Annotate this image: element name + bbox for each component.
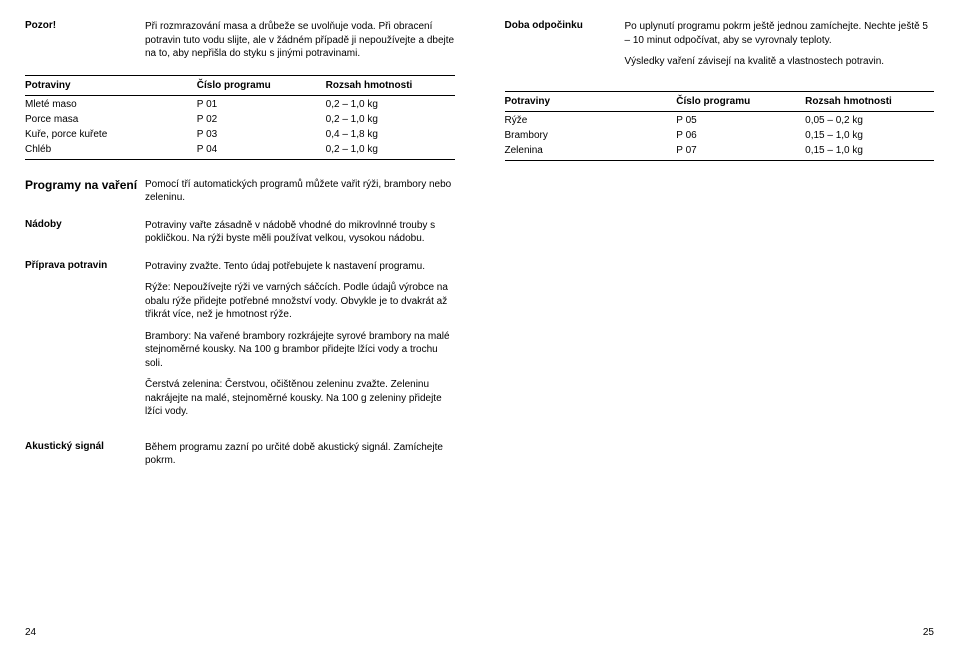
rest-content: Po uplynutí programu pokrm ještě jednou …	[625, 20, 935, 77]
rest-row: Doba odpočinku Po uplynutí programu pokr…	[505, 20, 935, 77]
table-cell: P 01	[197, 95, 326, 111]
table-cell: P 05	[676, 111, 805, 127]
prep-paragraph: Čerstvá zelenina: Čerstvou, očištěnou ze…	[145, 378, 455, 419]
signal-row: Akustický signál Během programu zazní po…	[25, 441, 455, 468]
table-header-row: Potraviny Číslo programu Rozsah hmotnost…	[505, 91, 935, 111]
table-cell: 0,2 – 1,0 kg	[326, 95, 455, 111]
table-row: Brambory P 06 0,15 – 1,0 kg	[505, 127, 935, 142]
table-row: Rýže P 05 0,05 – 0,2 kg	[505, 111, 935, 127]
right-page: Doba odpočinku Po uplynutí programu pokr…	[480, 0, 959, 653]
rest-label: Doba odpočinku	[505, 20, 625, 77]
table-cell: Mleté maso	[25, 95, 197, 111]
table-cell: 0,15 – 1,0 kg	[805, 127, 934, 142]
table-header: Rozsah hmotnosti	[326, 75, 455, 95]
programs-row: Programy na vaření Pomocí tří automatick…	[25, 178, 455, 205]
table-header: Potraviny	[505, 91, 677, 111]
dishes-text: Potraviny vařte zásadně v nádobě vhodné …	[145, 219, 455, 246]
warning-text: Při rozmrazování masa a drůbeže se uvolň…	[145, 20, 455, 61]
table-cell: Brambory	[505, 127, 677, 142]
prep-content: Potraviny zvažte. Tento údaj potřebujete…	[145, 260, 455, 427]
dishes-label: Nádoby	[25, 219, 145, 246]
prep-row: Příprava potravin Potraviny zvažte. Tent…	[25, 260, 455, 427]
table-header-row: Potraviny Číslo programu Rozsah hmotnost…	[25, 75, 455, 95]
rest-paragraph: Výsledky vaření závisejí na kvalitě a vl…	[625, 55, 935, 69]
table-header: Rozsah hmotnosti	[805, 91, 934, 111]
prep-paragraph: Potraviny zvažte. Tento údaj potřebujete…	[145, 260, 455, 274]
table-row: Porce masa P 02 0,2 – 1,0 kg	[25, 111, 455, 126]
warning-label: Pozor!	[25, 20, 145, 61]
table-row: Kuře, porce kuřete P 03 0,4 – 1,8 kg	[25, 126, 455, 141]
page-number: 24	[25, 627, 36, 638]
table-header: Číslo programu	[197, 75, 326, 95]
table-row: Chléb P 04 0,2 – 1,0 kg	[25, 141, 455, 160]
table-cell: Rýže	[505, 111, 677, 127]
table-row: Zelenina P 07 0,15 – 1,0 kg	[505, 142, 935, 161]
table-cell: 0,2 – 1,0 kg	[326, 141, 455, 160]
signal-label: Akustický signál	[25, 441, 145, 468]
table-cell: Kuře, porce kuřete	[25, 126, 197, 141]
table-cell: P 07	[676, 142, 805, 161]
table-cell: Zelenina	[505, 142, 677, 161]
left-page: Pozor! Při rozmrazování masa a drůbeže s…	[0, 0, 480, 653]
programs-text: Pomocí tří automatických programů můžete…	[145, 178, 455, 205]
table-header: Číslo programu	[676, 91, 805, 111]
rest-paragraph: Po uplynutí programu pokrm ještě jednou …	[625, 20, 935, 47]
table-cell: P 02	[197, 111, 326, 126]
table-cell: P 03	[197, 126, 326, 141]
table-cell: P 06	[676, 127, 805, 142]
signal-text: Během programu zazní po určité době akus…	[145, 441, 455, 468]
dishes-row: Nádoby Potraviny vařte zásadně v nádobě …	[25, 219, 455, 246]
defrost-table: Potraviny Číslo programu Rozsah hmotnost…	[25, 75, 455, 160]
page-number: 25	[923, 627, 934, 638]
table-header: Potraviny	[25, 75, 197, 95]
table-cell: 0,15 – 1,0 kg	[805, 142, 934, 161]
table-cell: Porce masa	[25, 111, 197, 126]
table-cell: P 04	[197, 141, 326, 160]
prep-paragraph: Brambory: Na vařené brambory rozkrájejte…	[145, 330, 455, 371]
warning-row: Pozor! Při rozmrazování masa a drůbeže s…	[25, 20, 455, 61]
prep-label: Příprava potravin	[25, 260, 145, 427]
table-cell: Chléb	[25, 141, 197, 160]
table-cell: 0,2 – 1,0 kg	[326, 111, 455, 126]
cooking-table: Potraviny Číslo programu Rozsah hmotnost…	[505, 91, 935, 161]
table-row: Mleté maso P 01 0,2 – 1,0 kg	[25, 95, 455, 111]
programs-title: Programy na vaření	[25, 178, 145, 205]
table-cell: 0,05 – 0,2 kg	[805, 111, 934, 127]
prep-paragraph: Rýže: Nepoužívejte rýži ve varných sáčcí…	[145, 281, 455, 322]
table-cell: 0,4 – 1,8 kg	[326, 126, 455, 141]
